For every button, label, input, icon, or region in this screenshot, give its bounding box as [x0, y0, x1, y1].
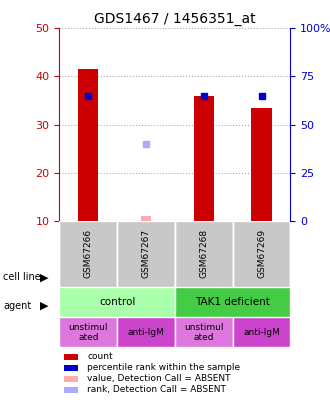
FancyBboxPatch shape	[117, 317, 175, 347]
Text: ▶: ▶	[40, 301, 48, 311]
FancyBboxPatch shape	[175, 317, 233, 347]
Text: GSM67268: GSM67268	[199, 229, 208, 279]
Text: unstimul
ated: unstimul ated	[69, 322, 108, 342]
Text: rank, Detection Call = ABSENT: rank, Detection Call = ABSENT	[87, 385, 226, 394]
Text: GSM67267: GSM67267	[142, 229, 150, 279]
Text: count: count	[87, 352, 113, 361]
Text: control: control	[99, 297, 135, 307]
Bar	[64, 354, 78, 360]
Text: anti-IgM: anti-IgM	[243, 328, 280, 337]
Text: GSM67269: GSM67269	[257, 229, 266, 279]
FancyBboxPatch shape	[175, 221, 233, 287]
Text: value, Detection Call = ABSENT: value, Detection Call = ABSENT	[87, 373, 231, 383]
FancyBboxPatch shape	[59, 317, 117, 347]
Text: cell line: cell line	[3, 273, 41, 282]
Text: TAK1 deficient: TAK1 deficient	[195, 297, 270, 307]
Text: GSM67266: GSM67266	[84, 229, 93, 279]
FancyBboxPatch shape	[175, 287, 290, 317]
Text: ▶: ▶	[40, 273, 48, 282]
Text: agent: agent	[3, 301, 32, 311]
Title: GDS1467 / 1456351_at: GDS1467 / 1456351_at	[94, 12, 256, 26]
FancyBboxPatch shape	[59, 287, 175, 317]
Text: percentile rank within the sample: percentile rank within the sample	[87, 363, 240, 372]
FancyBboxPatch shape	[233, 317, 290, 347]
Bar	[78, 69, 98, 221]
FancyBboxPatch shape	[59, 221, 117, 287]
Bar	[64, 365, 78, 371]
Bar	[251, 108, 272, 221]
Text: anti-IgM: anti-IgM	[128, 328, 164, 337]
Text: unstimul
ated: unstimul ated	[184, 322, 223, 342]
Bar	[141, 216, 151, 221]
FancyBboxPatch shape	[233, 221, 290, 287]
Bar	[64, 387, 78, 393]
Bar	[194, 96, 214, 221]
FancyBboxPatch shape	[117, 221, 175, 287]
Bar	[64, 375, 78, 382]
